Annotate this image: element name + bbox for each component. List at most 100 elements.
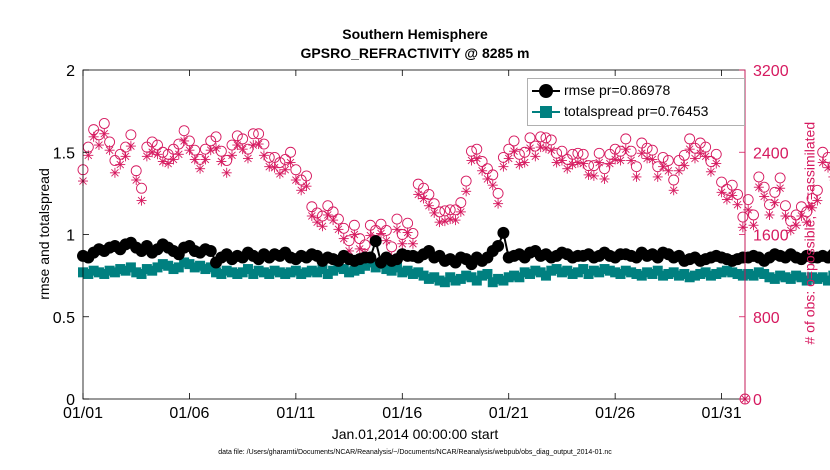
obs-possible-point xyxy=(599,163,610,175)
obs-possible-point xyxy=(98,118,110,129)
obs-assimilated-point xyxy=(689,153,700,164)
totalspread-point xyxy=(753,267,764,278)
obs-assimilated-point xyxy=(530,151,541,162)
obs-possible-point xyxy=(753,171,765,183)
obs-assimilated-point xyxy=(604,158,615,169)
totalspread-point xyxy=(812,273,823,284)
obs-assimilated-point xyxy=(391,224,402,235)
totalspread-point xyxy=(769,273,780,284)
obs-assimilated-point xyxy=(434,217,445,228)
obs-possible-point xyxy=(210,131,222,143)
obs-assimilated-point xyxy=(482,173,493,184)
totalspread-point xyxy=(626,267,637,278)
obs-assimilated-point xyxy=(195,163,206,174)
obs-possible-point xyxy=(136,182,147,194)
totalspread-point xyxy=(83,268,94,279)
totalspread-point xyxy=(285,267,296,278)
obs-assimilated-point xyxy=(349,229,360,240)
obs-assimilated-point xyxy=(200,154,211,165)
obs-possible-point xyxy=(290,164,302,176)
totalspread-point xyxy=(556,267,567,278)
y-right-tick-label: 1600 xyxy=(753,228,789,245)
obs-possible-point xyxy=(109,155,121,166)
totalspread-point xyxy=(615,268,626,279)
obs-assimilated-point xyxy=(732,199,743,210)
totalspread-point xyxy=(141,264,152,275)
obs-assimilated-point xyxy=(242,153,253,164)
obs-assimilated-point xyxy=(684,144,695,155)
obs-assimilated-point xyxy=(450,215,461,226)
legend-label-totalspread: totalspread pr=0.76453 xyxy=(564,103,709,119)
rmse-point xyxy=(497,226,510,239)
rmse-point xyxy=(492,240,505,253)
obs-assimilated-point xyxy=(429,207,440,218)
legend: rmse pr=0.86978 totalspread pr=0.76453 xyxy=(527,78,745,126)
rmse-point xyxy=(369,235,382,248)
totalspread-point xyxy=(636,270,647,281)
obs-assimilated-point xyxy=(232,140,243,151)
legend-item-rmse: rmse pr=0.86978 xyxy=(528,82,744,100)
obs-assimilated-point xyxy=(716,187,727,198)
totalspread-point xyxy=(519,267,530,278)
totalspread-point xyxy=(109,267,120,278)
obs-possible-point xyxy=(439,205,451,217)
totalspread-point xyxy=(189,262,200,273)
totalspread-point xyxy=(546,265,557,276)
totalspread-point xyxy=(716,267,727,278)
obs-possible-point xyxy=(508,135,520,147)
totalspread-point xyxy=(721,265,732,276)
totalspread-point xyxy=(700,267,711,278)
obs-assimilated-point xyxy=(578,158,589,169)
y-left-tick-label: 0 xyxy=(66,392,75,409)
obs-assimilated-point xyxy=(407,238,418,249)
obs-possible-point xyxy=(178,125,190,137)
obs-possible-point xyxy=(716,176,728,188)
totalspread-point xyxy=(232,268,243,279)
totalspread-point xyxy=(631,268,642,279)
obs-possible-point xyxy=(737,211,749,223)
obs-assimilated-point xyxy=(631,171,642,182)
totalspread-point xyxy=(780,272,791,283)
obs-assimilated-point xyxy=(221,167,232,178)
totalspread-point xyxy=(216,268,227,279)
obs-possible-point xyxy=(375,218,387,230)
x-tick-label: 01/21 xyxy=(489,405,529,422)
obs-assimilated-point xyxy=(264,161,275,172)
obs-assimilated-point xyxy=(652,171,663,182)
obs-assimilated-point xyxy=(173,149,184,160)
obs-assimilated-point xyxy=(115,159,126,170)
obs-assimilated-point xyxy=(402,227,413,238)
totalspread-point xyxy=(131,267,142,278)
totalspread-point xyxy=(455,273,466,284)
obs-assimilated-point xyxy=(556,155,567,166)
obs-assimilated-point xyxy=(136,195,147,206)
obs-assimilated-point xyxy=(354,243,365,254)
totalspread-point xyxy=(796,272,807,283)
obs-assimilated-point xyxy=(211,143,222,154)
totalspread-point xyxy=(445,272,456,283)
obs-assimilated-point xyxy=(572,157,583,168)
y-right-tick-label: 0 xyxy=(753,392,762,409)
totalspread-point xyxy=(689,270,700,281)
totalspread-point xyxy=(743,268,754,279)
totalspread-point xyxy=(498,275,509,286)
totalspread-point xyxy=(583,268,594,279)
totalspread-point xyxy=(115,264,126,275)
obs-assimilated-point xyxy=(642,153,653,164)
obs-assimilated-point xyxy=(780,210,791,221)
rmse-point xyxy=(204,244,217,257)
y-right-tick-label: 800 xyxy=(753,310,780,327)
totalspread-point xyxy=(817,272,828,283)
obs-possible-point xyxy=(391,213,403,225)
obs-assimilated-point xyxy=(269,162,280,173)
y-right-tick-label: 3200 xyxy=(753,63,789,80)
obs-assimilated-point xyxy=(759,191,770,202)
obs-assimilated-point xyxy=(471,153,482,164)
obs-possible-point xyxy=(354,233,366,245)
totalspread-point xyxy=(732,268,743,279)
obs-assimilated-point xyxy=(525,143,536,154)
totalspread-point xyxy=(823,275,830,286)
totalspread-point xyxy=(242,264,253,275)
totalspread-point xyxy=(205,262,216,273)
totalspread-point xyxy=(594,267,605,278)
